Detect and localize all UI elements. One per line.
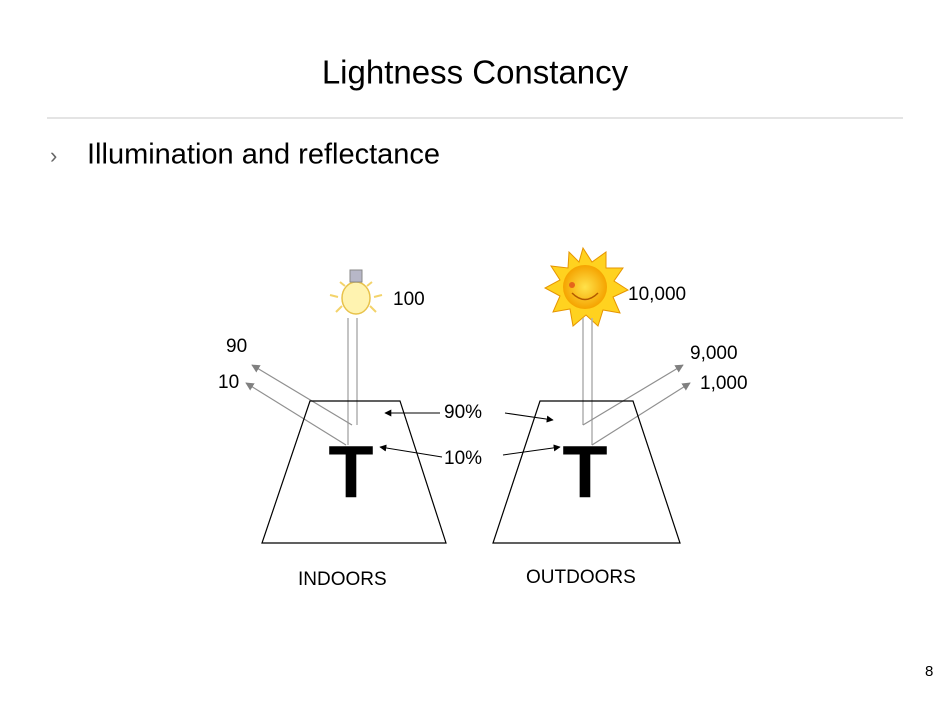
reflectance-high: 90% [444, 402, 482, 423]
outdoor-illumination: 10,000 [628, 284, 686, 305]
indoor-label: INDOORS [298, 569, 387, 590]
indoor-illumination: 100 [393, 289, 425, 310]
outdoor-letter: T [562, 431, 607, 514]
indoor-letter: T [328, 431, 373, 514]
outdoor-label: OUTDOORS [526, 567, 636, 588]
page-number: 8 [925, 663, 933, 680]
outdoor-reflected-high: 9,000 [690, 343, 738, 364]
outdoor-surface [492, 400, 681, 544]
indoor-reflected-high: 90 [226, 336, 247, 357]
indoor-reflected-low: 10 [218, 372, 239, 393]
outdoor-reflected-low: 1,000 [700, 373, 748, 394]
light-bulb [329, 269, 383, 315]
title: Lightness Constancy [322, 54, 629, 91]
indoor-surface [261, 400, 447, 544]
reflectance-pointers [379, 409, 561, 458]
reflected-arrows [245, 364, 691, 446]
incident-beams [347, 318, 593, 445]
bullet-text: Illumination and reflectance [87, 139, 440, 171]
reflectance-low: 10% [444, 448, 482, 469]
bullet-marker: › [50, 143, 57, 168]
sun [543, 246, 630, 327]
